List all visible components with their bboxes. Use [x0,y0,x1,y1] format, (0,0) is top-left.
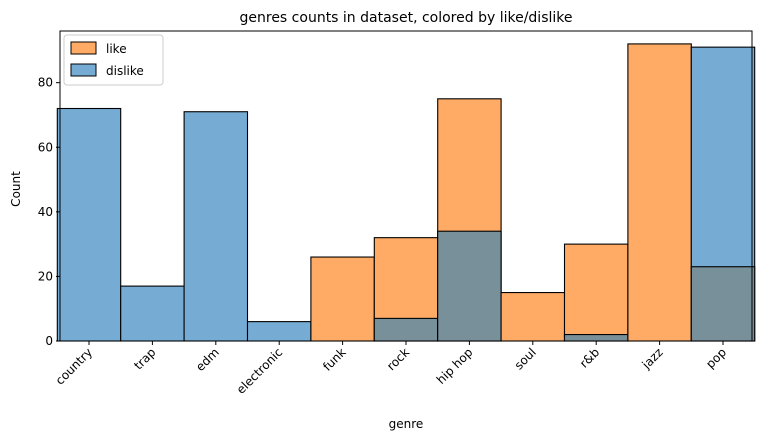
bar-overlap [690,266,756,342]
y-tick-label: 60 [38,140,53,154]
bar-like [500,292,566,342]
bar-like [310,256,375,342]
x-tick-label: electronic [234,345,286,397]
legend-swatch-like [70,41,97,55]
legend-swatch-dislike [70,63,97,77]
bar-overlap [437,230,502,342]
y-tick-label: 0 [45,334,53,348]
bar-dislike [246,321,312,342]
x-tick-label: soul [512,345,539,372]
bar-dislike [120,285,185,342]
chart-title: genres counts in dataset, colored by lik… [240,10,573,26]
x-tick-label: pop [703,345,729,371]
x-tick-label: funk [320,345,349,374]
x-tick-label: country [53,345,95,387]
y-tick-label: 80 [38,76,53,90]
legend-label-dislike: dislike [106,64,144,78]
bar-overlap [373,317,439,342]
bar-dislike [56,107,122,342]
x-tick-label: edm [193,345,222,374]
bar-like [563,243,629,342]
bar-like [627,43,692,342]
y-axis-label: Count [9,171,23,207]
y-tick-label: 40 [38,205,53,219]
bars-layer [56,43,756,342]
bar-dislike [183,111,249,342]
bar-overlap [563,333,629,342]
legend-label-like: like [106,42,127,56]
x-axis-label: genre [389,417,424,431]
legend: like dislike [63,34,164,86]
x-tick-label: jazz [639,345,666,372]
x-tick-label: hip hop [434,345,476,387]
x-tick-label: rock [384,345,412,373]
x-tick-label: r&b [577,345,602,370]
x-tick-label: trap [131,345,158,372]
y-tick-label: 20 [38,269,53,283]
